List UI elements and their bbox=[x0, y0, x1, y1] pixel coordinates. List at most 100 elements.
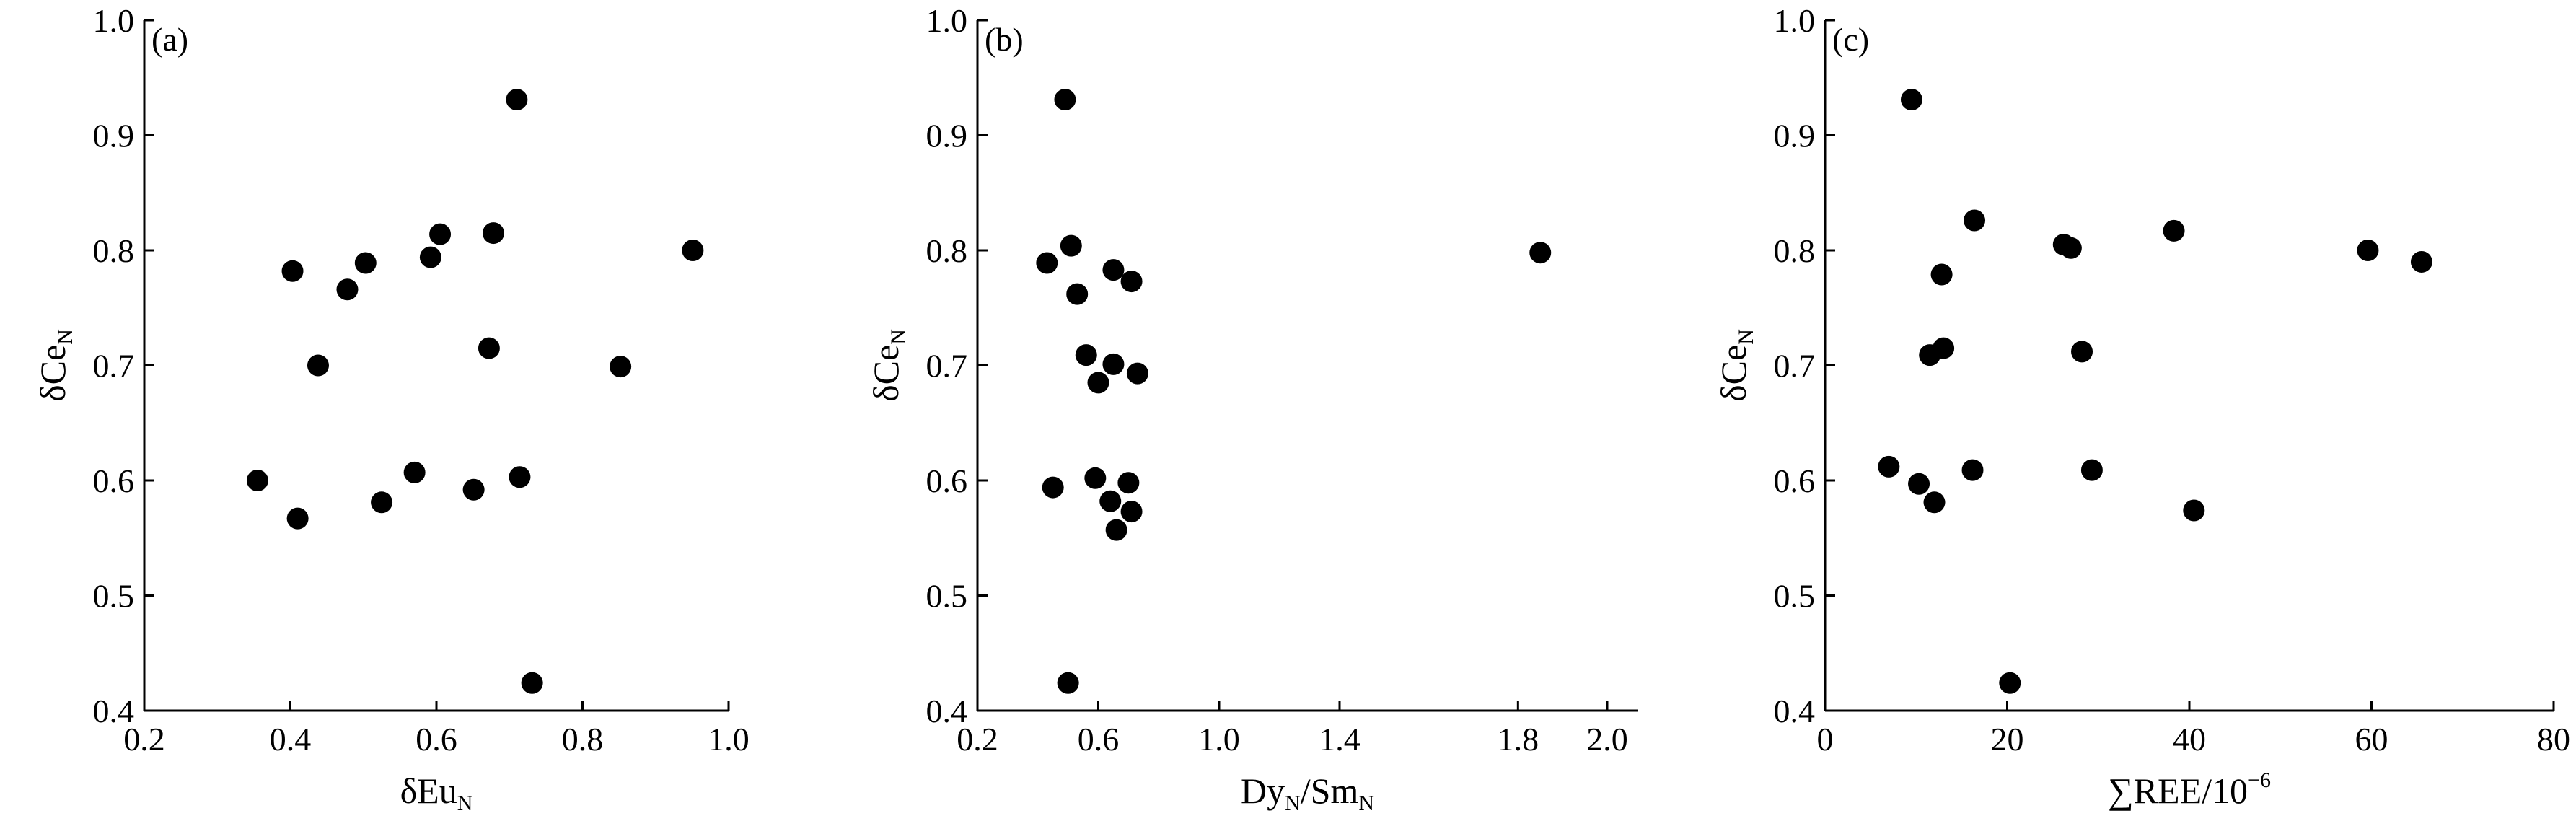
panel-a-x-tick-label-3: 0.8 bbox=[562, 721, 604, 758]
panel-b-x-axis-title-part-0: Dy bbox=[1241, 770, 1285, 811]
panel-a-point-13 bbox=[506, 89, 528, 111]
panel-c-y-axis-title-part-0: δCe bbox=[1713, 345, 1754, 402]
panel-c-x-tick-label-1: 20 bbox=[1991, 721, 2024, 758]
panel-b-point-3 bbox=[1057, 672, 1079, 694]
panel-b-x-tick-label-5: 2.0 bbox=[1586, 721, 1628, 758]
panel-a-point-12 bbox=[482, 222, 504, 245]
panel-c-point-16 bbox=[2357, 240, 2379, 261]
panel-b-y-tick-label-5: 0.9 bbox=[926, 118, 968, 154]
panel-a-point-10 bbox=[462, 478, 485, 501]
panel-a-y-tick-label-6: 1.0 bbox=[93, 2, 135, 39]
panel-b-point-1 bbox=[1042, 476, 1064, 499]
panel-c-y-axis-title: δCeN bbox=[1713, 329, 1758, 402]
panel-b-y-tick-label-2: 0.6 bbox=[926, 462, 968, 499]
panel-a-x-tick-label-4: 1.0 bbox=[708, 721, 749, 758]
panel-a-x-axis-title-part-0: δEu bbox=[400, 770, 457, 811]
panel-c-point-5 bbox=[1930, 263, 1953, 286]
panel-b-y-axis-title-part-0: δCe bbox=[866, 345, 906, 402]
panel-c-point-4 bbox=[1923, 491, 1946, 514]
panel-b-point-14 bbox=[1120, 501, 1143, 523]
panel-b-point-8 bbox=[1087, 372, 1109, 394]
panel-b-y-axis-title-part-1: N bbox=[887, 329, 910, 345]
panel-b-x-tick-label-3: 1.4 bbox=[1319, 721, 1360, 758]
panel-a-point-15 bbox=[521, 672, 543, 694]
panel-b-x-axis-title-part-2: / bbox=[1301, 770, 1311, 811]
panel-b-x-tick-label-4: 1.8 bbox=[1498, 721, 1539, 758]
panel-c-y-tick-label-4: 0.8 bbox=[1774, 232, 1816, 269]
panel-a-point-1 bbox=[281, 260, 304, 282]
panel-b-x-axis-title-part-4: N bbox=[1358, 791, 1374, 815]
panel-a-y-tick-label-5: 0.9 bbox=[93, 118, 135, 154]
panel-a-y-tick-label-3: 0.7 bbox=[93, 348, 135, 385]
panel-a-point-7 bbox=[403, 461, 426, 483]
panel-b-x-tick-label-1: 0.6 bbox=[1078, 721, 1120, 758]
panel-c: 0.4 0.5 0.6 0.7 0.8 0.9 1.0 0 20 40 60 80 (c) ∑REE/10… bbox=[1713, 2, 2570, 811]
panel-a-y-axis-title: δCeN bbox=[32, 329, 77, 402]
panel-b: 0.4 0.5 0.6 0.7 0.8 0.9 1.0 0.2 0.6 1.0 1.4 1.8 2.0 (… bbox=[866, 2, 1638, 815]
panel-b-y-tick-label-1: 0.5 bbox=[926, 578, 968, 615]
panel-b-point-13 bbox=[1117, 472, 1140, 494]
panel-c-y-tick-label-2: 0.6 bbox=[1774, 462, 1816, 499]
panel-b-point-0 bbox=[1036, 252, 1058, 274]
panel-c-point-12 bbox=[2071, 341, 2093, 363]
panel-b-point-5 bbox=[1066, 283, 1089, 305]
panel-c-y-tick-label-1: 0.5 bbox=[1774, 578, 1816, 615]
panel-a-x-tick-label-1: 0.4 bbox=[270, 721, 312, 758]
panel-c-point-11 bbox=[2060, 237, 2082, 259]
panel-b-y-axis-title: δCeN bbox=[866, 329, 910, 402]
panel-c-label: (c) bbox=[1832, 21, 1869, 58]
panel-c-point-8 bbox=[1964, 209, 1986, 232]
panel-c-point-6 bbox=[1933, 337, 1955, 359]
panel-a-x-tick-label-2: 0.6 bbox=[416, 721, 457, 758]
panel-a-label: (a) bbox=[151, 21, 188, 58]
panel-a-point-14 bbox=[509, 466, 531, 488]
panel-b-x-axis-title-part-3: Sm bbox=[1311, 770, 1359, 811]
panel-c-y-tick-label-5: 0.9 bbox=[1774, 118, 1816, 154]
panel-b-point-15 bbox=[1120, 271, 1143, 293]
panel-c-point-2 bbox=[1908, 473, 1930, 495]
panel-c-x-axis-title-part-1: −6 bbox=[2248, 768, 2271, 792]
panel-c-y-tick-label-0: 0.4 bbox=[1774, 693, 1816, 729]
panel-b-x-axis-title-part-1: N bbox=[1285, 791, 1301, 815]
panel-a-y-tick-label-2: 0.6 bbox=[93, 462, 135, 499]
panel-a-point-4 bbox=[336, 278, 359, 301]
panel-b-y-tick-label-3: 0.7 bbox=[926, 348, 968, 385]
panel-a-y-tick-label-4: 0.8 bbox=[93, 232, 135, 269]
panel-b-point-12 bbox=[1105, 519, 1127, 541]
panel-a-y-axis-title-part-1: N bbox=[53, 329, 77, 345]
panel-b-point-2 bbox=[1054, 89, 1076, 111]
panel-b-x-tick-label-0: 0.2 bbox=[957, 721, 998, 758]
panel-c-y-tick-label-6: 1.0 bbox=[1774, 2, 1816, 39]
panel-b-point-4 bbox=[1060, 234, 1082, 257]
panel-a-point-0 bbox=[246, 470, 268, 491]
panel-a-point-11 bbox=[478, 337, 500, 359]
panel-c-point-14 bbox=[2163, 219, 2185, 242]
panel-c-point-9 bbox=[1999, 672, 2021, 694]
panel-a-point-5 bbox=[354, 252, 377, 274]
panel-a-point-3 bbox=[307, 354, 329, 377]
panel-b-x-tick-label-2: 1.0 bbox=[1198, 721, 1240, 758]
panel-b-y-tick-label-0: 0.4 bbox=[926, 693, 968, 729]
panel-a-x-axis-title: δEuN bbox=[400, 770, 473, 815]
panel-b-point-9 bbox=[1099, 490, 1122, 512]
panel-c-x-tick-label-4: 80 bbox=[2537, 721, 2570, 758]
panel-b-y-tick-label-6: 1.0 bbox=[926, 2, 968, 39]
panel-b-point-11 bbox=[1102, 353, 1125, 375]
panel-a-y-tick-label-1: 0.5 bbox=[93, 578, 135, 615]
panel-c-point-0 bbox=[1878, 455, 1900, 478]
panel-c-x-axis-title: ∑REE/10−6 bbox=[2108, 768, 2271, 811]
panel-c-point-7 bbox=[1961, 459, 1984, 481]
panel-c-point-17 bbox=[2410, 250, 2432, 273]
panel-a-point-8 bbox=[419, 246, 441, 268]
panel-b-point-17 bbox=[1529, 242, 1552, 264]
panel-b-x-axis-title: DyN/SmN bbox=[1241, 770, 1374, 815]
panel-c-x-tick-label-3: 60 bbox=[2355, 721, 2388, 758]
panel-c-x-tick-label-2: 40 bbox=[2173, 721, 2206, 758]
panel-a-y-tick-label-0: 0.4 bbox=[93, 693, 135, 729]
panel-c-x-tick-label-0: 0 bbox=[1817, 721, 1834, 758]
panel-a-x-axis-title-part-1: N bbox=[457, 791, 473, 815]
panel-a-point-2 bbox=[286, 507, 309, 530]
panel-a: 0.40.50.60.70.80.91.00.2 0.4 0.6 0.8 1.0(a)δ… bbox=[32, 2, 749, 815]
panel-b-point-16 bbox=[1126, 362, 1148, 385]
